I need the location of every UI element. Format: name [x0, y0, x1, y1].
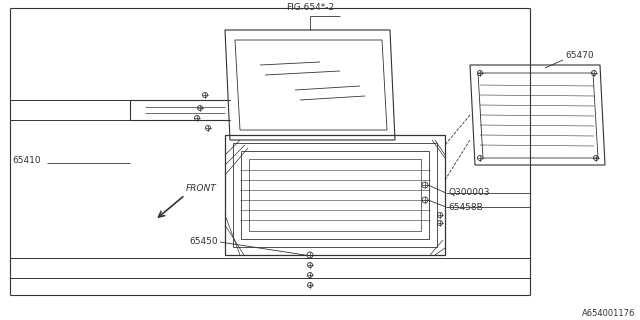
Text: FIG.654*-2: FIG.654*-2 [286, 3, 334, 12]
Text: 65470: 65470 [565, 51, 594, 60]
Text: 65410: 65410 [12, 156, 40, 164]
Text: 65450: 65450 [189, 236, 218, 245]
Text: 65458B: 65458B [448, 203, 483, 212]
Text: Q300003: Q300003 [448, 188, 490, 196]
Text: A654001176: A654001176 [582, 308, 635, 317]
Text: FRONT: FRONT [186, 184, 217, 193]
